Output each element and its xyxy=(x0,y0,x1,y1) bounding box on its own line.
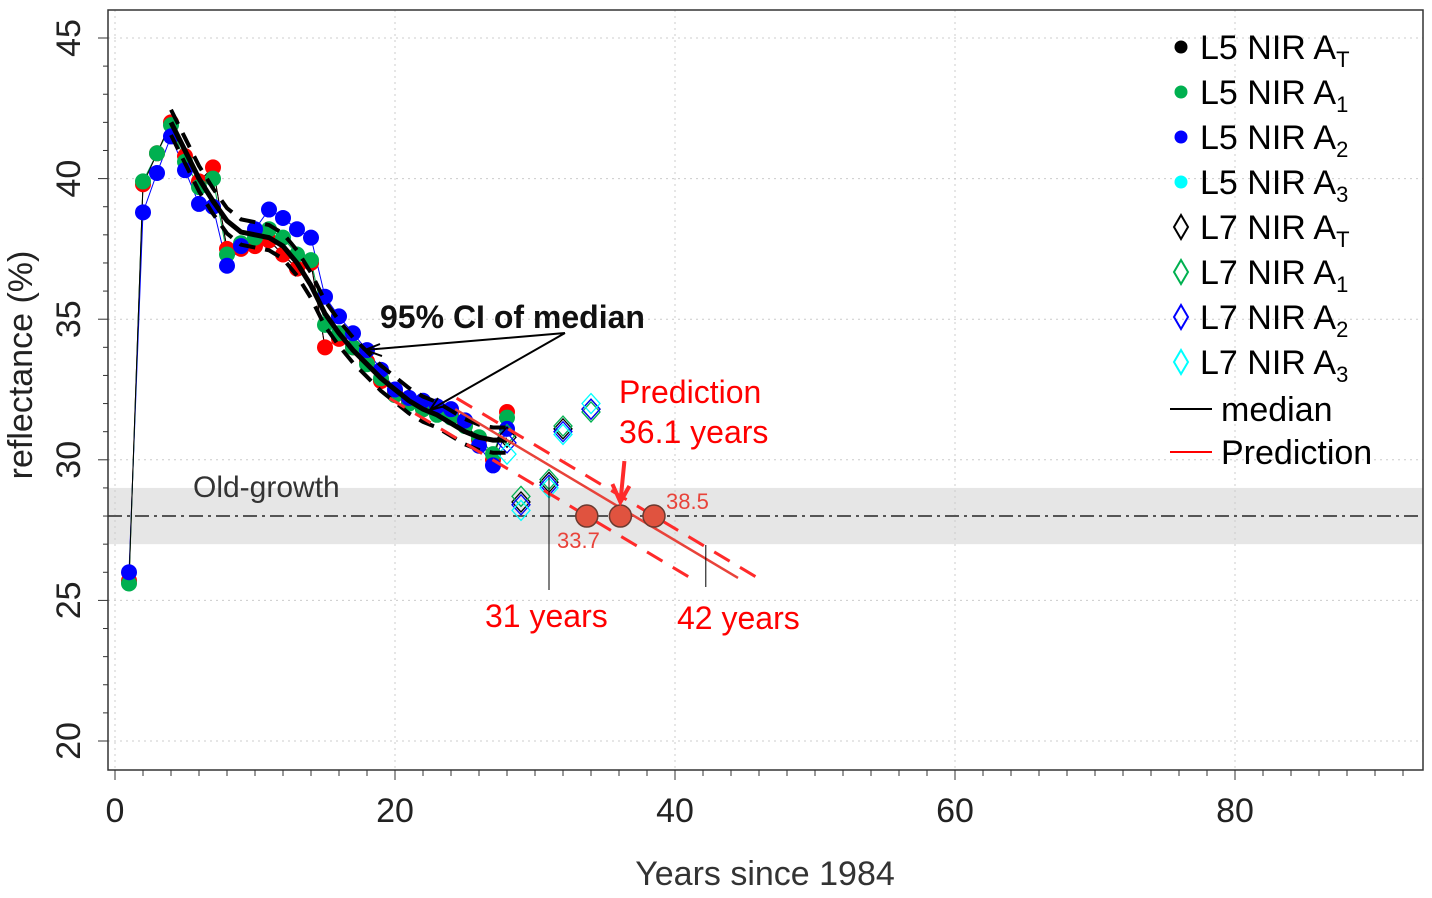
data-point-l5-2 xyxy=(261,201,277,218)
y-tick-label: 40 xyxy=(50,160,88,198)
prediction-point xyxy=(642,504,666,528)
legend-marker-l5-1 xyxy=(1174,85,1188,99)
y-tick-label: 30 xyxy=(50,441,88,479)
legend-subscript: 1 xyxy=(1336,92,1348,117)
prediction-arrow xyxy=(610,460,632,507)
diamond-point-l7-1 xyxy=(553,415,573,438)
legend-subscript: 3 xyxy=(1336,182,1348,207)
data-point-red xyxy=(205,159,221,176)
prediction-point xyxy=(575,504,599,528)
ci-upper-line xyxy=(169,108,507,430)
years-31-label: 31 years xyxy=(485,598,608,634)
legend-label-l5-3: L5 NIR A3 xyxy=(1200,164,1348,207)
old-growth-label: Old-growth xyxy=(193,471,340,504)
y-axis-label: reflectance (%) xyxy=(2,251,40,480)
legend-marker-l5-T xyxy=(1174,40,1188,54)
years-42-label: 42 years xyxy=(677,600,800,636)
legend-marker-l7-T xyxy=(1172,213,1190,241)
median-line xyxy=(168,121,507,443)
data-point-l5-2 xyxy=(289,221,305,238)
prediction-lower-value: 33.7 xyxy=(557,528,600,553)
data-point-l5-2 xyxy=(219,257,235,274)
data-point-l5-2 xyxy=(121,564,137,581)
data-point-l5-2 xyxy=(303,229,319,246)
diamond-point-l7-2 xyxy=(581,398,601,421)
data-point-l5-1 xyxy=(149,145,165,162)
data-point-l5-2 xyxy=(135,204,151,221)
legend-label-l7-T: L7 NIR AT xyxy=(1200,209,1350,252)
y-tick-label: 25 xyxy=(50,581,88,619)
data-point-red xyxy=(317,339,333,356)
x-tick-label: 20 xyxy=(376,792,414,830)
legend-text: L7 NIR A xyxy=(1200,299,1336,337)
legend-marker-l5-2 xyxy=(1174,130,1188,144)
legend-text: L5 NIR A xyxy=(1200,119,1336,157)
legend-subscript: 2 xyxy=(1336,137,1348,162)
legend-label-l5-2: L5 NIR A2 xyxy=(1200,119,1348,162)
prediction-upper-value: 38.5 xyxy=(666,489,709,514)
x-tick-label: 80 xyxy=(1216,792,1254,830)
prediction-point xyxy=(608,504,633,528)
legend-text: L7 NIR A xyxy=(1200,209,1336,247)
prediction-line xyxy=(454,408,739,580)
legend-subscript: T xyxy=(1336,227,1349,252)
legend-text: L7 NIR A xyxy=(1200,254,1336,292)
x-tick-label: 0 xyxy=(106,792,125,830)
data-point-l5-2 xyxy=(149,164,165,181)
data-point-l5-2 xyxy=(345,325,361,342)
prediction-years-label: 36.1 years xyxy=(619,414,768,450)
y-tick-label: 20 xyxy=(50,722,88,760)
data-point-l5-1 xyxy=(135,173,151,190)
legend-label-l7-2: L7 NIR A2 xyxy=(1200,299,1348,342)
legend-label-l5-1: L5 NIR A1 xyxy=(1200,74,1348,117)
x-tick-label: 40 xyxy=(656,792,694,830)
y-tick-label: 35 xyxy=(50,300,88,338)
diamond-point-l7-1 xyxy=(581,401,601,423)
legend-label-l7-1: L7 NIR A1 xyxy=(1200,254,1348,297)
legend-text: L5 NIR A xyxy=(1200,164,1336,202)
x-tick-label: 60 xyxy=(936,792,974,830)
data-point-l5-1 xyxy=(121,575,137,592)
legend-text: L7 NIR A xyxy=(1200,344,1336,382)
y-tick-label: 45 xyxy=(50,19,88,57)
legend-subscript: 2 xyxy=(1336,317,1348,342)
legend-subscript: T xyxy=(1336,47,1349,72)
data-point-l5-2 xyxy=(275,209,291,226)
diamond-point-l7-1 xyxy=(511,485,531,508)
ci-annotation-arrows xyxy=(362,332,566,412)
diamond-point-l7-T xyxy=(497,426,517,449)
legend-marker-l7-1 xyxy=(1172,258,1190,286)
plot-frame xyxy=(107,9,1424,771)
diamond-point-l7-T xyxy=(511,491,531,513)
diamond-point-l7-2 xyxy=(511,493,531,516)
data-point-l5-2 xyxy=(177,162,193,179)
legend-subscript: 1 xyxy=(1336,272,1348,297)
diamond-point-l7-T xyxy=(553,417,573,440)
legend-marker-l7-3 xyxy=(1172,348,1190,376)
diamond-point-l7-3 xyxy=(581,392,601,415)
legend-marker-l7-2 xyxy=(1172,303,1190,331)
legend-text: L5 NIR A xyxy=(1200,29,1336,67)
diamond-point-l7-3 xyxy=(511,499,531,522)
legend-text: L5 NIR A xyxy=(1200,74,1336,112)
legend-label-l7-3: L7 NIR A3 xyxy=(1200,344,1348,387)
diamond-point-l7-3 xyxy=(553,423,573,446)
legend-subscript: 3 xyxy=(1336,362,1348,387)
x-axis-label: Years since 1984 xyxy=(635,855,895,893)
diamond-point-l7-2 xyxy=(553,420,573,443)
ci-annotation-label: 95% CI of median xyxy=(380,299,645,335)
data-point-l5-1 xyxy=(219,246,235,263)
prediction-label: Prediction xyxy=(619,374,761,410)
legend-marker-l5-3 xyxy=(1174,175,1188,189)
data-point-l5-2 xyxy=(499,420,515,437)
data-point-l5-1 xyxy=(499,409,515,426)
legend-label-median: median xyxy=(1221,391,1333,429)
legend-label-prediction: Prediction xyxy=(1221,434,1372,472)
data-point-l5-2 xyxy=(191,195,207,212)
legend-label-l5-T: L5 NIR AT xyxy=(1200,29,1350,72)
